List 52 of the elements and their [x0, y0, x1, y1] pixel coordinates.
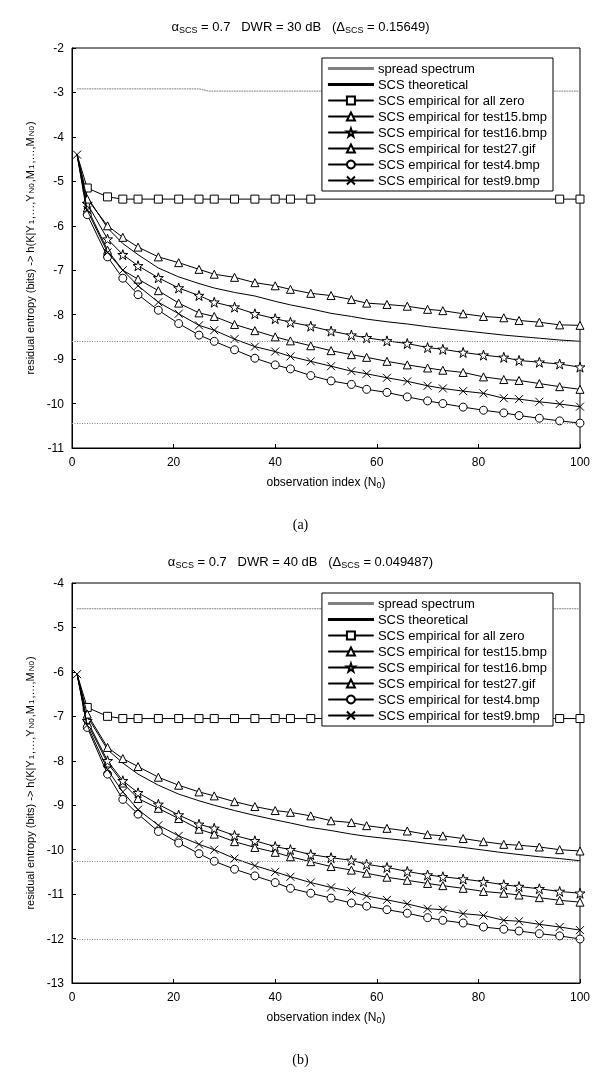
- legend-label: SCS empirical for test4.bmp: [377, 692, 540, 707]
- x-tick-label: 40: [268, 990, 283, 1004]
- y-tick-label: -6: [53, 218, 65, 233]
- y-tick-label: -7: [53, 263, 65, 278]
- legend-label: SCS empirical for test27.gif: [377, 141, 536, 156]
- y-tick-label: -7: [53, 709, 65, 724]
- legend-label: SCS empirical for test9.bmp: [377, 173, 540, 188]
- x-tick-label: 60: [370, 455, 384, 469]
- y-tick-label: -10: [46, 842, 65, 857]
- legend-label: SCS empirical for test16.bmp: [377, 125, 548, 140]
- legend-label: SCS empirical for all zero: [377, 93, 525, 108]
- y-tick-label: -8: [53, 753, 65, 768]
- legend-label: SCS empirical for test15.bmp: [377, 644, 548, 659]
- x-tick-label: 20: [166, 455, 181, 469]
- y-tick-label: -4: [53, 576, 65, 590]
- y-tick-label: -5: [53, 620, 65, 635]
- legend-label: SCS empirical for test9.bmp: [377, 708, 540, 723]
- x-tick-label: 100: [569, 990, 591, 1004]
- legend-label: SCS empirical for test4.bmp: [377, 157, 540, 172]
- legend-label: SCS empirical for test15.bmp: [377, 109, 548, 124]
- x-tick-label: 40: [268, 455, 283, 469]
- x-tick-label: 60: [370, 990, 384, 1004]
- text: (a): [292, 516, 309, 533]
- legend-label: SCS empirical for test27.gif: [377, 676, 536, 691]
- text: residual entropy (bits) -> h(K|Y1,…,YN0,M1,…,MN0): [24, 656, 37, 910]
- text: (b): [292, 1051, 309, 1068]
- y-tick-label: -12: [46, 931, 65, 946]
- x-tick-label: 0: [68, 455, 76, 469]
- y-tick-label: -9: [53, 798, 65, 813]
- y-tick-label: -3: [53, 85, 65, 100]
- legend-label: spread spectrum: [377, 596, 475, 611]
- y-tick-label: -6: [53, 664, 65, 679]
- legend-label: SCS theoretical: [377, 77, 469, 92]
- y-tick-label: -11: [47, 887, 65, 902]
- y-tick-label: -11: [47, 441, 65, 455]
- y-tick-label: -4: [53, 129, 65, 144]
- legend-label: spread spectrum: [377, 61, 475, 76]
- y-tick-label: -13: [46, 976, 65, 990]
- y-tick-label: -2: [53, 41, 65, 55]
- x-tick-label: 80: [471, 455, 486, 469]
- y-tick-label: -5: [53, 174, 65, 189]
- y-tick-label: -10: [46, 396, 65, 411]
- x-tick-label: 100: [569, 455, 591, 469]
- legend-label: SCS theoretical: [377, 612, 469, 627]
- legend-label: SCS empirical for test16.bmp: [377, 660, 548, 675]
- legend-label: SCS empirical for all zero: [377, 628, 525, 643]
- x-tick-label: 20: [166, 990, 181, 1004]
- x-tick-label: 80: [471, 990, 486, 1004]
- y-tick-label: -9: [53, 352, 65, 367]
- text: residual entropy (bits) -> h(K|Y1,…,YN0,M1,…,MN0): [24, 121, 37, 375]
- y-tick-label: -8: [53, 307, 65, 322]
- x-tick-label: 0: [68, 990, 76, 1004]
